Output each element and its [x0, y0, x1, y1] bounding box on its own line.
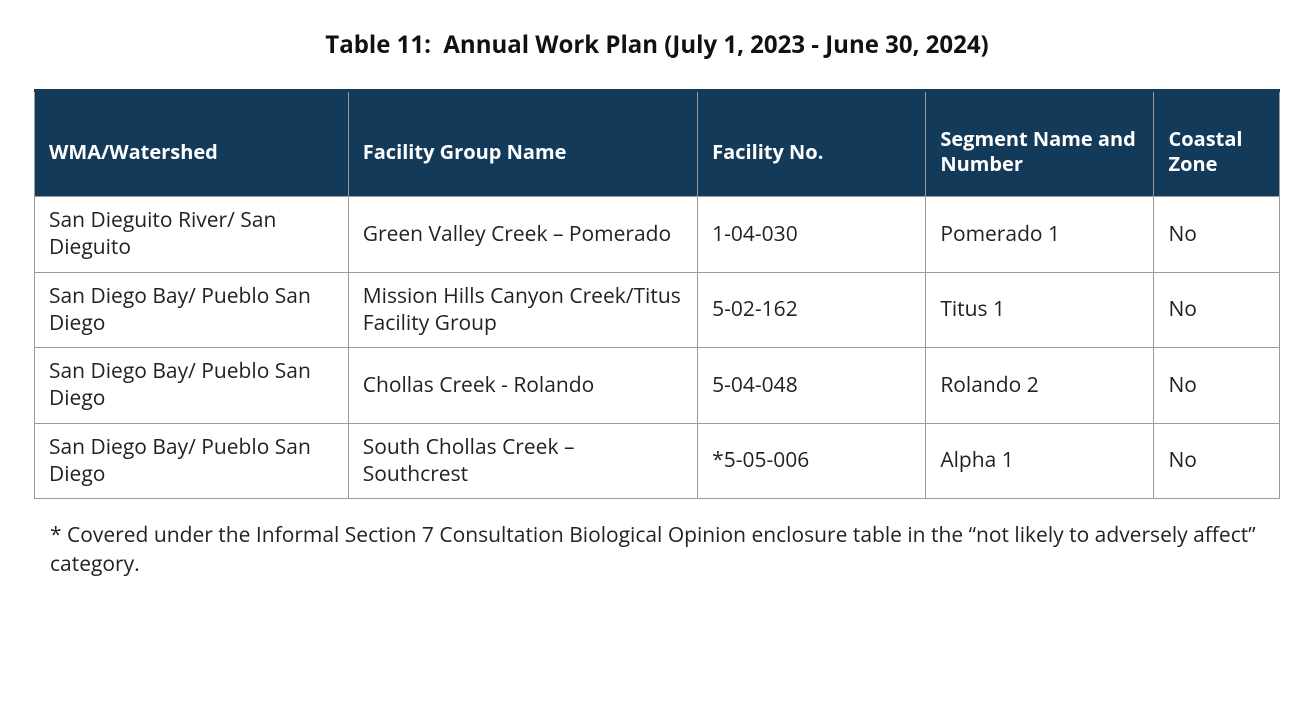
table-row: San Diego Bay/ Pueblo San Diego Chollas …: [35, 348, 1280, 424]
table-row: San Diego Bay/ Pueblo San Diego Mission …: [35, 272, 1280, 348]
cell-coastal: No: [1154, 272, 1280, 348]
cell-group: South Chollas Creek – Southcrest: [348, 423, 697, 499]
cell-wma: San Diego Bay/ Pueblo San Diego: [35, 272, 349, 348]
cell-wma: San Dieguito River/ San Dieguito: [35, 197, 349, 273]
cell-segment: Pomerado 1: [926, 197, 1154, 273]
work-plan-table: WMA/Watershed Facility Group Name Facili…: [34, 89, 1280, 499]
cell-facility-no: *5-05-006: [698, 423, 926, 499]
cell-coastal: No: [1154, 197, 1280, 273]
table-row: San Dieguito River/ San Dieguito Green V…: [35, 197, 1280, 273]
cell-coastal: No: [1154, 423, 1280, 499]
cell-group: Mission Hills Canyon Creek/Titus Facilit…: [348, 272, 697, 348]
cell-segment: Titus 1: [926, 272, 1154, 348]
th-coastal: Coastal Zone: [1154, 91, 1280, 197]
cell-facility-no: 1-04-030: [698, 197, 926, 273]
table-body: San Dieguito River/ San Dieguito Green V…: [35, 197, 1280, 499]
cell-segment: Alpha 1: [926, 423, 1154, 499]
cell-facility-no: 5-04-048: [698, 348, 926, 424]
cell-facility-no: 5-02-162: [698, 272, 926, 348]
cell-group: Chollas Creek - Rolando: [348, 348, 697, 424]
table-row: San Diego Bay/ Pueblo San Diego South Ch…: [35, 423, 1280, 499]
th-wma: WMA/Watershed: [35, 91, 349, 197]
th-segment: Segment Name and Number: [926, 91, 1154, 197]
cell-wma: San Diego Bay/ Pueblo San Diego: [35, 423, 349, 499]
cell-segment: Rolando 2: [926, 348, 1154, 424]
th-group: Facility Group Name: [348, 91, 697, 197]
table-footnote: * Covered under the Informal Section 7 C…: [50, 521, 1276, 578]
th-facility-no: Facility No.: [698, 91, 926, 197]
cell-group: Green Valley Creek – Pomerado: [348, 197, 697, 273]
table-header-row: WMA/Watershed Facility Group Name Facili…: [35, 91, 1280, 197]
table-title: Table 11: Annual Work Plan (July 1, 2023…: [34, 28, 1280, 61]
cell-coastal: No: [1154, 348, 1280, 424]
cell-wma: San Diego Bay/ Pueblo San Diego: [35, 348, 349, 424]
